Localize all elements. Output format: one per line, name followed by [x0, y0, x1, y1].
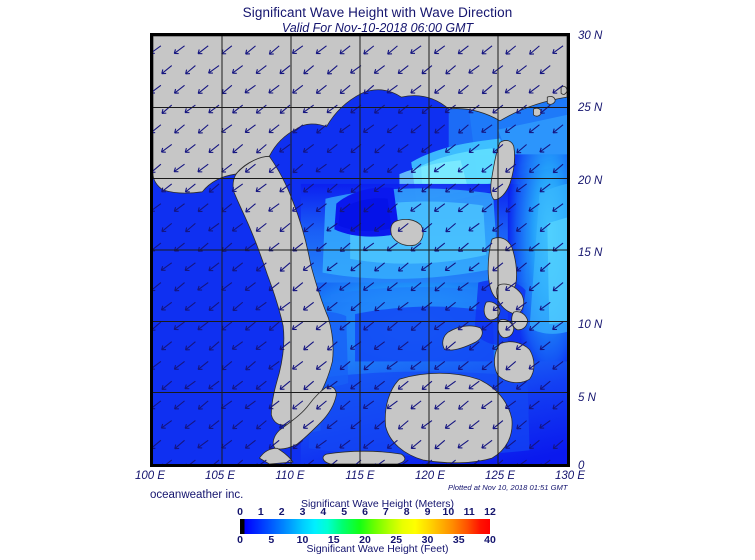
colorbar-tick-m-5: 5 — [341, 506, 348, 518]
y-tick-0: 0 — [578, 460, 585, 472]
map-plot-area[interactable] — [150, 33, 570, 467]
colorbar-ticks-feet: 0 5 10 15 20 25 30 35 40 — [237, 534, 496, 547]
y-tick-15n: 15 N — [578, 247, 603, 259]
wave-direction-arrows — [153, 36, 567, 464]
y-tick-30n: 30 N — [578, 30, 603, 42]
colorbar-tick-m-9: 9 — [424, 506, 431, 518]
colorbar-tick-m-0: 0 — [237, 506, 243, 518]
colorbar-tick-ft-25: 25 — [390, 534, 403, 546]
colorbar-tick-ft-10: 10 — [296, 534, 309, 546]
colorbar-tick-ft-40: 40 — [484, 534, 496, 546]
colorbar-tick-m-3: 3 — [299, 506, 306, 518]
colorbar-title-meters: Significant Wave Height (Meters) — [300, 498, 455, 510]
colorbar-tick-m-11: 11 — [463, 506, 475, 518]
colorbar-tick-ft-30: 30 — [421, 534, 434, 546]
colorbar-tick-m-8: 8 — [403, 506, 410, 518]
colorbar-tick-ft-20: 20 — [359, 534, 371, 546]
lat-lon-gridlines — [153, 36, 567, 464]
colorbar-tick-m-1: 1 — [257, 506, 264, 518]
colorbar-title-feet: Significant Wave Height (Feet) — [306, 543, 449, 555]
colorbar-tick-m-6: 6 — [362, 506, 368, 518]
colorbar-gradient — [240, 519, 490, 534]
page-title: Significant Wave Height with Wave Direct… — [242, 5, 513, 20]
colorbar-tick-m-12: 12 — [484, 506, 496, 518]
colorbar-tick-ft-5: 5 — [268, 534, 275, 546]
page-subtitle: Valid For Nov-10-2018 06:00 GMT — [281, 21, 474, 35]
y-tick-5n: 5 N — [578, 392, 596, 404]
y-tick-10n: 10 N — [578, 319, 603, 331]
x-tick-105e: 105 E — [204, 470, 236, 482]
colorbar-ticks-meters: 0 1 2 3 4 5 6 7 8 9 10 11 12 — [237, 506, 496, 519]
colorbar-tick-ft-15: 15 — [327, 534, 340, 546]
colorbar-tick-m-10: 10 — [442, 506, 455, 518]
x-tick-115e: 115 E — [345, 470, 375, 482]
colorbar-tick-ft-35: 35 — [452, 534, 465, 546]
colorbar-tick-m-7: 7 — [382, 506, 389, 518]
x-tick-130e: 130 E — [554, 470, 586, 482]
x-tick-110e: 110 E — [275, 470, 305, 482]
x-tick-125e: 125 E — [484, 470, 516, 482]
x-tick-120e: 120 E — [414, 470, 446, 482]
colorbar-tick-ft-0: 0 — [237, 534, 243, 546]
colorbar-tick-m-2: 2 — [278, 506, 285, 518]
colorbar-tick-m-4: 4 — [320, 506, 327, 518]
x-tick-100e: 100 E — [134, 470, 166, 482]
y-tick-25n: 25 N — [578, 102, 603, 114]
brand-credit: oceanweather inc. — [150, 489, 244, 501]
y-tick-20n: 20 N — [578, 175, 603, 187]
plotted-timestamp: Plotted at Nov 10, 2018 01:51 GMT — [448, 483, 568, 492]
